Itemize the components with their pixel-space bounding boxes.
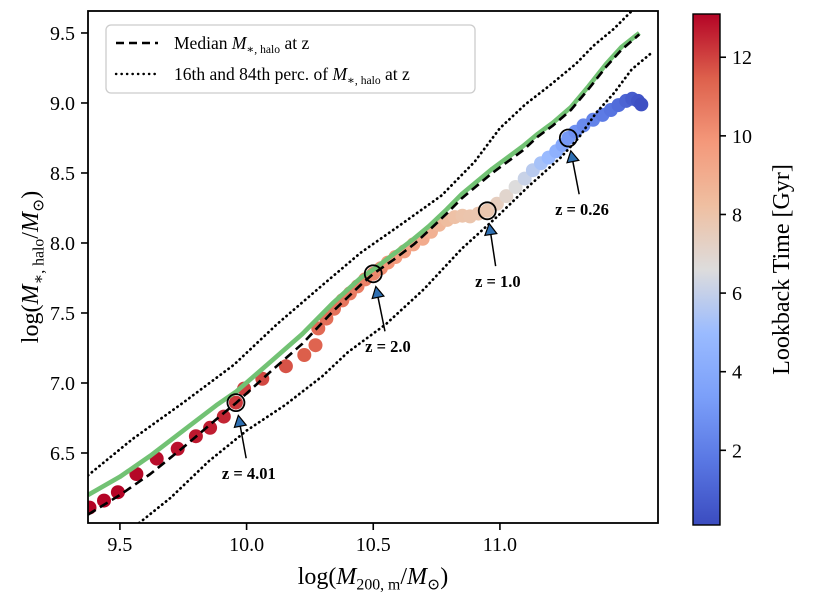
- galaxy-growth-track-line: [88, 31, 641, 497]
- colorbar-tick-label: 8: [732, 204, 742, 226]
- scatter-point: [489, 196, 504, 211]
- y-tick-label: 8.0: [50, 233, 75, 255]
- scatter-point: [110, 485, 125, 500]
- redshift-marker-circle: [226, 393, 246, 412]
- annotation-label: z = 4.01: [222, 464, 276, 483]
- x-axis-label: log(M200, m/M⊙): [298, 564, 448, 593]
- annotation-arrow: [239, 426, 247, 459]
- colorbar-tick-label: 12: [732, 47, 752, 69]
- annotation-arrow: [572, 161, 580, 195]
- redshift-marker-circle: [477, 201, 497, 221]
- colorbar-label: Lookback Time [Gyr]: [769, 164, 795, 375]
- annotation-arrowhead-icon: [371, 285, 386, 300]
- colorbar-tick-label: 10: [732, 126, 752, 148]
- y-axis-label: log(M∗, halo/M⊙): [18, 191, 47, 343]
- colorbar-gradient: [693, 14, 720, 525]
- annotation-arrow: [377, 297, 386, 332]
- percentile-84-line: [88, 11, 634, 477]
- colorbar-frame: [692, 13, 721, 526]
- x-tick-label: 10.0: [229, 534, 264, 556]
- colorbar: 2 4 6 8 10 12 Lookback Time [Gyr]: [692, 13, 795, 526]
- redshift-marker-circle: [558, 128, 578, 148]
- legend: Median M∗, halo at z 16th and 84th perc. …: [105, 24, 476, 94]
- y-axis: 6.5 7.0 7.5 8.0 8.5 9.0 9.5: [50, 23, 88, 465]
- annotation-arrowhead-icon: [566, 149, 580, 164]
- line-layer: [88, 11, 654, 523]
- scatter-point: [297, 348, 312, 362]
- colorbar-tick-label: 6: [732, 283, 742, 305]
- scatter-point: [278, 359, 293, 374]
- colorbar-tick-label: 2: [732, 440, 742, 462]
- y-tick-label: 7.5: [50, 303, 75, 325]
- y-tick-label: 7.0: [50, 373, 75, 395]
- scatter-point: [308, 338, 323, 353]
- scatter-point: [499, 189, 514, 204]
- y-tick-label: 8.5: [50, 163, 75, 185]
- annotation-label: z = 2.0: [365, 337, 411, 356]
- median-mstar-halo-line: [88, 33, 641, 516]
- y-tick-label: 6.5: [50, 443, 75, 465]
- redshift-marker-circle: [363, 264, 383, 284]
- legend-item-label: Median M∗, halo at z: [174, 33, 309, 56]
- legend-box: [105, 24, 476, 94]
- x-axis: 9.5 10.0 10.5 11.0: [107, 523, 517, 556]
- annotation-label: z = 1.0: [475, 272, 521, 291]
- scatter-point: [634, 97, 649, 112]
- annotation-layer: z = 4.01 z = 2.0 z = 1.0 z = 0.26: [222, 128, 609, 483]
- x-tick-label: 10.5: [356, 534, 391, 556]
- scatter-point: [216, 409, 231, 424]
- x-tick-label: 9.5: [107, 534, 132, 556]
- y-tick-label: 9.5: [50, 23, 75, 45]
- annotation-arrowhead-icon: [483, 222, 498, 237]
- scatter-point: [508, 180, 523, 194]
- scatter-point: [170, 441, 185, 456]
- colorbar-tick-label: 4: [732, 362, 742, 384]
- annotation-label: z = 0.26: [555, 200, 609, 219]
- y-tick-label: 9.0: [50, 93, 75, 115]
- annotation-arrowhead-icon: [233, 414, 248, 429]
- scatter-layer: [88, 91, 649, 515]
- percentile-16-line: [137, 51, 654, 523]
- x-tick-label: 11.0: [483, 534, 517, 556]
- scatter-point: [203, 420, 218, 435]
- legend-item-label: 16th and 84th perc. of M∗, halo at z: [174, 64, 410, 87]
- scatter-point: [480, 203, 495, 218]
- annotation-arrow: [490, 234, 497, 267]
